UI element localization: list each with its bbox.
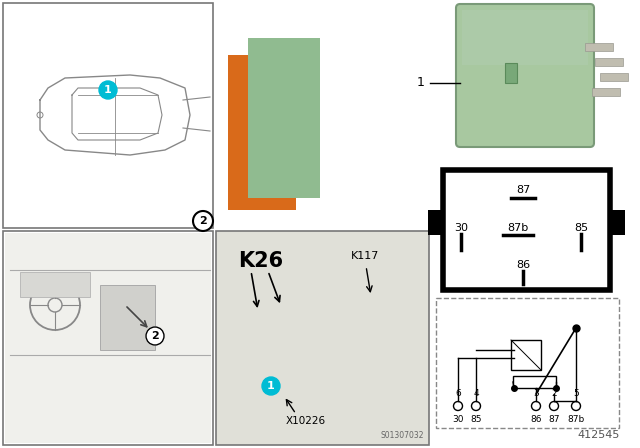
Text: 2: 2 xyxy=(151,331,159,341)
Bar xyxy=(608,210,625,235)
Bar xyxy=(3,3,213,228)
Text: 1: 1 xyxy=(267,381,275,391)
Bar xyxy=(513,376,556,388)
Bar xyxy=(20,272,90,297)
Bar xyxy=(443,170,610,290)
Text: 6: 6 xyxy=(455,388,461,397)
Text: 87b: 87b xyxy=(508,223,529,233)
Circle shape xyxy=(262,377,280,395)
Text: 30: 30 xyxy=(452,414,464,423)
Text: 85: 85 xyxy=(574,223,588,233)
Circle shape xyxy=(99,81,117,99)
Bar xyxy=(511,340,541,370)
Text: 2: 2 xyxy=(551,388,557,397)
Text: 412545: 412545 xyxy=(578,430,620,440)
Text: 3: 3 xyxy=(533,388,539,397)
Text: 30: 30 xyxy=(454,223,468,233)
FancyBboxPatch shape xyxy=(456,4,594,147)
Text: 2: 2 xyxy=(199,216,207,226)
Bar xyxy=(428,210,445,235)
Text: 4: 4 xyxy=(473,388,479,397)
Text: 86: 86 xyxy=(531,414,541,423)
Bar xyxy=(228,55,296,210)
Bar xyxy=(248,38,320,198)
Bar xyxy=(462,10,588,65)
Text: 5: 5 xyxy=(573,388,579,397)
Text: 1: 1 xyxy=(104,85,112,95)
Text: 87: 87 xyxy=(516,185,530,195)
Bar xyxy=(5,233,211,443)
Circle shape xyxy=(146,327,164,345)
Bar xyxy=(3,231,213,445)
Bar xyxy=(600,73,628,81)
Text: X10226: X10226 xyxy=(286,416,326,426)
Text: 1: 1 xyxy=(417,77,425,90)
Text: K26: K26 xyxy=(238,251,283,271)
Circle shape xyxy=(193,211,213,231)
Bar xyxy=(595,58,623,66)
Text: 86: 86 xyxy=(516,260,530,270)
Text: 87: 87 xyxy=(548,414,560,423)
Bar xyxy=(436,298,619,428)
Bar xyxy=(585,43,613,51)
Text: S01307032: S01307032 xyxy=(381,431,424,440)
Bar xyxy=(100,285,155,350)
Text: K117: K117 xyxy=(351,251,380,261)
Text: 87b: 87b xyxy=(568,414,584,423)
Bar xyxy=(216,231,429,445)
Bar xyxy=(505,63,517,83)
Text: 85: 85 xyxy=(470,414,482,423)
Bar xyxy=(592,88,620,96)
